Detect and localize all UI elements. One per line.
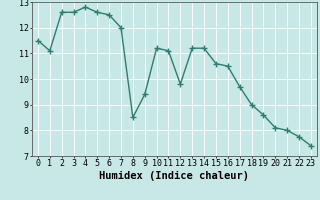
X-axis label: Humidex (Indice chaleur): Humidex (Indice chaleur) [100,171,249,181]
